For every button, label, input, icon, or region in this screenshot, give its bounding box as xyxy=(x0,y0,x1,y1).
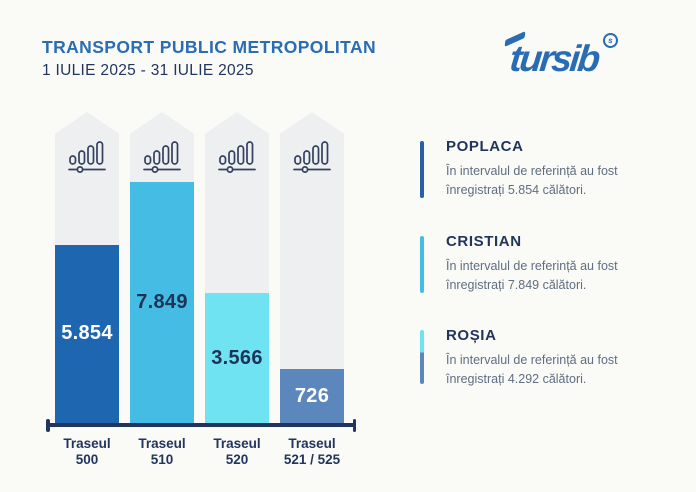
legend-description: În intervalul de referință au fost înreg… xyxy=(446,353,618,386)
bar-column-traseul-521-525: 726 Traseul 521 / 525 xyxy=(280,112,344,469)
bar-category-label: Traseul 500 xyxy=(63,436,111,468)
bar-fill: 7.849 xyxy=(130,181,194,423)
legend-item-rosia: ROȘIA În intervalul de referință au fost… xyxy=(420,327,660,389)
bar-fill: 726 xyxy=(280,369,344,423)
bar-track: 7.849 xyxy=(130,112,194,423)
chart-columns: 5.854 Traseul 500 xyxy=(55,112,344,469)
bar-fill: 3.566 xyxy=(205,293,269,423)
bar-column-traseul-500: 5.854 Traseul 500 xyxy=(55,112,119,469)
bar-category-label: Traseul 521 / 525 xyxy=(283,436,341,468)
bar-chart: 5.854 Traseul 500 xyxy=(46,112,356,482)
bar-value-label: 7.849 xyxy=(136,290,188,313)
bar-category-label: Traseul 510 xyxy=(138,436,186,468)
legend-accent-bar xyxy=(420,141,424,198)
legend-title: POPLACA xyxy=(446,138,524,155)
stats-icon xyxy=(143,141,181,173)
legend-item-poplaca: POPLACA În intervalul de referință au fo… xyxy=(420,138,660,200)
legend-description: În intervalul de referință au fost înreg… xyxy=(446,164,618,197)
legend-title: CRISTIAN xyxy=(446,233,522,250)
bar-value-label: 3.566 xyxy=(211,346,263,369)
stats-icon xyxy=(293,141,331,173)
legend-accent-bar xyxy=(420,330,424,384)
axis-right-cap xyxy=(352,418,356,432)
legend-title: ROȘIA xyxy=(446,327,497,344)
legend-description: În intervalul de referință au fost înreg… xyxy=(446,259,618,292)
tursib-logo: tursib s xyxy=(502,31,652,88)
bar-value-label: 5.854 xyxy=(61,322,113,345)
legend-item-cristian: CRISTIAN În intervalul de referință au f… xyxy=(420,233,660,295)
bar-fill: 5.854 xyxy=(55,244,119,423)
bar-track: 3.566 xyxy=(205,112,269,423)
axis-left-cap xyxy=(46,418,50,432)
logo-coin-icon: s xyxy=(601,31,620,50)
bar-track: 5.854 xyxy=(55,112,119,423)
page-title: TRANSPORT PUBLIC METROPOLITAN xyxy=(42,37,377,57)
stats-icon xyxy=(218,141,256,173)
x-axis-line xyxy=(46,418,356,432)
bar-category-label: Traseul 520 xyxy=(213,436,261,468)
date-range-subtitle: 1 IULIE 2025 - 31 IULIE 2025 xyxy=(42,62,254,79)
stats-icon xyxy=(68,141,106,173)
bar-track: 726 xyxy=(280,112,344,423)
logo-wordmark: tursib xyxy=(507,38,600,79)
bar-column-traseul-510: 7.849 Traseul 510 xyxy=(130,112,194,469)
bar-value-label: 726 xyxy=(294,384,330,407)
legend-accent-bar xyxy=(420,236,424,293)
bar-column-traseul-520: 3.566 Traseul 520 xyxy=(205,112,269,469)
